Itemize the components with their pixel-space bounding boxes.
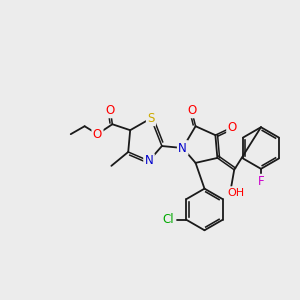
Text: N: N <box>145 154 153 167</box>
Text: OH: OH <box>228 188 245 198</box>
Text: O: O <box>106 104 115 117</box>
Text: Cl: Cl <box>163 213 175 226</box>
Text: O: O <box>187 104 196 117</box>
Text: N: N <box>178 142 187 154</box>
Text: S: S <box>147 112 155 125</box>
Text: F: F <box>258 175 264 188</box>
Text: O: O <box>93 128 102 141</box>
Text: O: O <box>228 121 237 134</box>
